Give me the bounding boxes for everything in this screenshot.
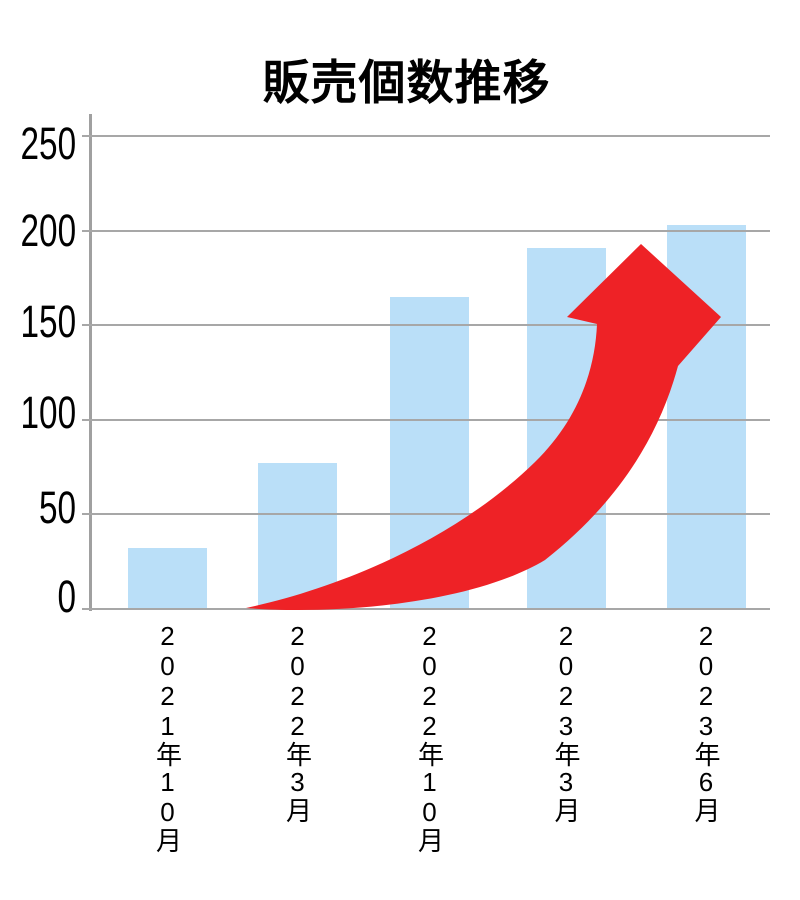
y-tick-label: 200 (20, 205, 76, 257)
x-tick-label: 2021年10月 (152, 621, 183, 853)
gridline (82, 608, 770, 610)
bar (258, 463, 337, 609)
x-tick-label: 2023年3月 (551, 621, 581, 823)
y-tick-label: 0 (57, 570, 76, 622)
gridline (82, 513, 770, 516)
gridline (82, 229, 770, 232)
bar (128, 548, 207, 609)
gridline (82, 135, 770, 137)
y-tick-label: 150 (20, 295, 76, 347)
bar (666, 224, 746, 609)
y-tick-label: 100 (20, 387, 76, 439)
x-tick-label: 2022年10月 (414, 621, 445, 853)
gridline (82, 418, 770, 421)
x-tick-label: 2023年6月 (691, 621, 721, 823)
y-tick-label: 250 (20, 117, 76, 169)
gridline (82, 324, 770, 327)
chart-title: 販売個数推移 (262, 56, 551, 109)
bar (526, 247, 606, 609)
y-tick-label: 50 (38, 481, 76, 533)
x-tick-label: 2022年3月 (282, 621, 313, 823)
y-axis-line (89, 114, 92, 611)
bar (390, 296, 469, 609)
